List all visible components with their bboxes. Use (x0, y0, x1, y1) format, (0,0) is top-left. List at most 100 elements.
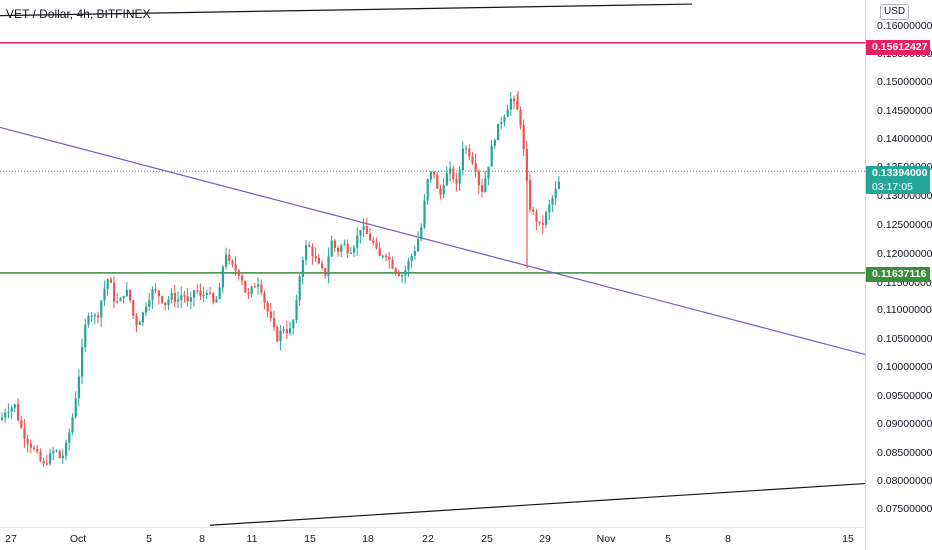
candle-body (545, 212, 548, 225)
candle-body (407, 260, 410, 271)
price-tick: 0.16000000 (877, 20, 932, 32)
candle-body (29, 443, 32, 448)
time-tick: 25 (481, 533, 493, 545)
candle-body (244, 280, 247, 293)
candle-body (106, 279, 109, 289)
candle-body (23, 427, 26, 439)
candle-body (321, 263, 324, 269)
candle-body (81, 347, 84, 377)
candle-body (471, 156, 474, 163)
currency-label[interactable]: USD (880, 4, 910, 20)
candle-body (487, 166, 490, 179)
candle-body (500, 122, 503, 124)
candle-body (458, 169, 461, 184)
chart-title: VET / Dollar, 4h, BITFINEX (6, 7, 151, 21)
candle-body (541, 222, 544, 225)
candle-body (535, 211, 538, 222)
candle-body (388, 256, 391, 260)
candle-body (129, 289, 132, 301)
candle-body (154, 289, 157, 291)
candle-body (151, 289, 154, 301)
candle-body (161, 296, 164, 303)
candle-body (538, 221, 541, 223)
price-tick: 0.12000000 (877, 248, 932, 260)
candle-body (289, 328, 292, 334)
candle-body (426, 179, 429, 201)
candle-body (61, 455, 64, 459)
candle-body (205, 292, 208, 295)
candle-body (356, 235, 359, 248)
time-tick: 11 (246, 533, 258, 545)
candle-body (180, 295, 183, 300)
time-tick: 15 (842, 533, 854, 545)
candle-body (516, 101, 519, 110)
candle-body (173, 293, 176, 302)
candle-body (4, 412, 7, 418)
price-tick: 0.09500000 (877, 390, 932, 402)
candle-body (308, 244, 311, 247)
time-tick: 8 (199, 533, 205, 545)
candle-body (116, 301, 119, 303)
candle-body (330, 240, 333, 257)
candle-body (196, 290, 199, 292)
candle-body (477, 171, 480, 186)
candle-body (375, 242, 378, 249)
candle-body (84, 324, 87, 348)
candle-body (509, 98, 512, 110)
candle-body (554, 188, 557, 198)
time-tick: 27 (5, 533, 17, 545)
candle-body (215, 298, 218, 303)
candle-body (36, 449, 39, 452)
candle-body (71, 417, 74, 433)
candle-body (301, 260, 304, 277)
candle-body (263, 292, 266, 303)
candle-body (109, 279, 112, 283)
candle-body (199, 290, 202, 296)
current-price-tag: 0.13394000 03:17:05 (866, 166, 930, 194)
candle-body (132, 300, 135, 316)
candle-body (349, 252, 352, 254)
candle-body (58, 450, 61, 459)
candle-body (87, 315, 90, 325)
current-price-value: 0.13394000 (872, 167, 928, 179)
candle-body (365, 226, 368, 234)
bar-countdown: 03:17:05 (872, 181, 913, 193)
candle-body (74, 398, 77, 418)
candle-body (170, 293, 173, 300)
candle-body (449, 168, 452, 174)
candle-body (420, 227, 423, 240)
candle-body (113, 282, 116, 302)
candle-body (337, 247, 340, 252)
candle-body (317, 258, 320, 264)
time-tick: 8 (725, 533, 731, 545)
candle-body (250, 286, 253, 294)
candle-body (282, 329, 285, 331)
candle-body (404, 270, 407, 276)
price-axis-border (865, 0, 866, 550)
candle-body (13, 404, 16, 408)
candle-body (503, 116, 506, 123)
candle-body (311, 246, 314, 257)
resistance-price-tag: 0.15612427 (866, 40, 930, 55)
candle-body (557, 181, 560, 189)
candle-body (529, 180, 532, 210)
candle-body (228, 254, 231, 261)
candle-body (465, 148, 468, 150)
candle-body (298, 276, 301, 301)
price-tick: 0.08000000 (877, 475, 932, 487)
candle-body (333, 240, 336, 248)
time-tick: 5 (146, 533, 152, 545)
candle-body (385, 255, 388, 257)
candle-body (209, 292, 212, 294)
candle-body (218, 287, 221, 299)
candle-body (186, 296, 189, 302)
candle-body (145, 306, 148, 313)
candle-body (433, 171, 436, 175)
candle-body (410, 255, 413, 261)
price-tick: 0.15000000 (877, 76, 932, 88)
time-tick: 18 (362, 533, 374, 545)
resistance-price-value: 0.15612427 (872, 41, 928, 53)
candle-body (401, 275, 404, 277)
candle-body (10, 407, 13, 412)
